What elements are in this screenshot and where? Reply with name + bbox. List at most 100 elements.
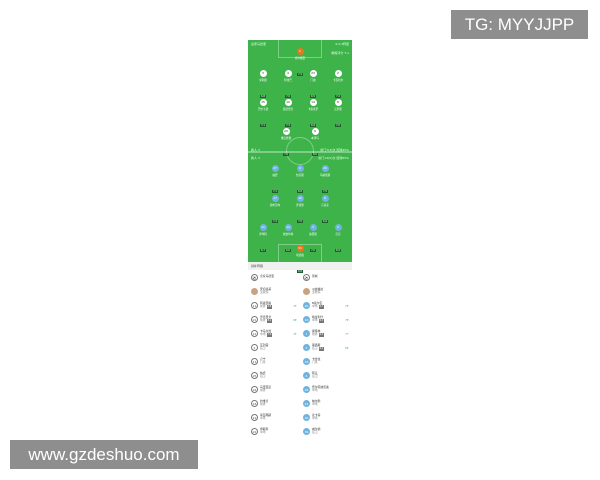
home-team-label: 皇家马德里	[251, 42, 267, 46]
away-team-row[interactable]: ⚽ 曼城	[303, 273, 318, 281]
player-rating: 6.5	[309, 95, 317, 98]
player-name: 卡马文加	[260, 328, 272, 333]
bench-player[interactable]: 18 约维奇 前锋	[248, 398, 300, 407]
sub-in-time: 75'	[293, 304, 297, 308]
player-position: 中场	[312, 388, 318, 392]
away-player[interactable]: 9 热苏斯 6.8	[290, 165, 310, 196]
home-player[interactable]: 9 本泽马 8.0	[305, 128, 325, 159]
jersey-icon: 1	[296, 48, 304, 55]
jersey-icon: 11	[259, 224, 267, 231]
player-rating: 6.4	[318, 333, 325, 337]
bench-player[interactable]: 21 帕尔默 中场	[300, 398, 352, 407]
away-player[interactable]: 16 罗德里 7.0	[290, 195, 310, 226]
player-name: 福登	[272, 174, 278, 177]
player-rating: 6.8	[259, 95, 267, 98]
home-player[interactable]: 20 维尼修斯 7.6	[276, 128, 296, 159]
jersey-icon: 14	[284, 224, 292, 231]
bench-player[interactable]: 7 斯特林 前锋 6.4 77'	[300, 329, 352, 337]
bench-player[interactable]: 24 马里亚诺 前锋	[248, 385, 300, 393]
player-name: 阿拉巴	[284, 79, 292, 82]
jersey-icon: 21	[251, 315, 258, 323]
player-name: 库尔图瓦	[294, 57, 306, 60]
player-position: 中场	[312, 402, 318, 406]
away-player[interactable]: 11 津琴科 6.7	[253, 224, 273, 255]
jersey-icon: 26	[321, 165, 329, 172]
jersey-icon: 20	[282, 128, 290, 135]
bench-player[interactable]: 10 格拉利什 中场 6.5 78'	[300, 315, 352, 323]
away-player[interactable]: 3 迪亚斯 7.0	[303, 224, 323, 255]
bench-player[interactable]: 25 费尔南迪尼奥 中场	[300, 385, 352, 393]
bench-player[interactable]: 11 阿森西奥 前锋 6.8 75'	[248, 300, 300, 309]
bench-player[interactable]: 39 威尔逊 后卫	[300, 426, 352, 435]
bench-player[interactable]: 5 瓦列霍 后卫	[248, 343, 300, 351]
bench-player[interactable]: 6 阿克 后卫	[300, 370, 352, 379]
player-rating: 6.2	[318, 347, 325, 351]
bench-player[interactable]: 25 纳乔 后卫	[248, 370, 300, 379]
home-stats: 射门7(3)次 控球45%	[320, 148, 349, 152]
player-position: 前锋	[260, 318, 266, 322]
jersey-icon: 7	[303, 329, 310, 337]
player-rating: 6.8	[296, 190, 304, 193]
bench-player[interactable]: 21 罗德里戈 前锋 8.2 68'	[248, 314, 300, 323]
player-rating: 6.8	[296, 270, 304, 273]
player-name: 帕尔默	[312, 398, 321, 403]
home-player[interactable]: 23 门迪 6.5	[303, 70, 323, 101]
player-name: 阿克	[312, 370, 318, 375]
player-name: 罗德里戈	[260, 314, 272, 319]
away-coach[interactable]: 瓜迪奥拉 主教练	[300, 287, 352, 295]
bench-player[interactable]: 19 塞瓦略斯 中场	[248, 412, 300, 421]
jersey-icon: 14	[309, 99, 317, 106]
away-player[interactable]: 14 拉波尔特 6.6	[278, 224, 298, 255]
home-player[interactable]: 15 巴尔韦德 7.1	[253, 99, 273, 130]
player-rating: 6.7	[318, 305, 325, 309]
player-name: 门迪	[310, 79, 316, 82]
away-player[interactable]: 2 沃克 6.9	[328, 224, 348, 255]
jersey-icon: 2	[334, 224, 342, 231]
watermark-top: TG: MYYJJPP	[451, 10, 588, 39]
jersey-icon: 19	[251, 413, 258, 421]
player-name: 阿森西奥	[260, 300, 272, 305]
home-player[interactable]: 2 卡瓦哈尔 7.2	[328, 70, 348, 101]
player-position: 门将	[312, 360, 318, 364]
player-rating: 7.4	[296, 73, 304, 76]
home-player[interactable]: 14 卡塞米罗 6.9	[303, 99, 323, 130]
away-player[interactable]: 17 德布劳内 7.4	[265, 195, 285, 226]
home-player[interactable]: 8 克罗斯 7.0	[328, 99, 348, 130]
home-player[interactable]: 1 库尔图瓦 7.4	[290, 48, 310, 79]
jersey-icon: 17	[271, 195, 279, 202]
bench-player[interactable]: 5 斯通斯 后卫 6.2 85'	[300, 343, 352, 351]
bench-player[interactable]: 33 卡雷拉 门将	[300, 357, 352, 365]
bench-player[interactable]: 30 麦卡蒂 中场	[300, 413, 352, 421]
player-position: 前锋	[260, 304, 266, 308]
player-rating: 6.6	[284, 249, 292, 252]
jersey-icon: 3	[309, 224, 317, 231]
home-player[interactable]: 4 阿拉巴 7.0	[278, 70, 298, 101]
jersey-icon: 3	[259, 70, 267, 77]
bench-player[interactable]: 20 B席尔瓦 中场 6.7 75'	[300, 301, 352, 309]
home-player[interactable]: 10 莫德里奇 7.3	[278, 99, 298, 130]
bench-player[interactable]: 12 卡马文加 中场 7.0 75'	[248, 328, 300, 337]
home-coach[interactable]: 安切洛蒂 主教练	[248, 287, 300, 295]
bench-player[interactable]: 13 卢宁 门将	[248, 357, 300, 365]
away-player[interactable]: 47 福登 7.1	[265, 165, 285, 196]
player-name: 马赫雷斯	[319, 174, 331, 177]
player-name: 卡瓦哈尔	[332, 79, 344, 82]
player-name: 威尔逊	[312, 426, 321, 431]
bench-player[interactable]: 22 伊斯科 中场	[248, 427, 300, 435]
away-player[interactable]: 26 马赫雷斯 7.5	[315, 165, 335, 196]
home-player[interactable]: 3 米利唐 6.8	[253, 70, 273, 101]
jersey-icon: 10	[284, 99, 292, 106]
player-name: 约维奇	[260, 398, 269, 403]
player-rating: 7.1	[271, 190, 279, 193]
player-name: 塞瓦略斯	[260, 412, 272, 417]
player-name: 纳乔	[260, 370, 266, 375]
jersey-icon: 9	[296, 165, 304, 172]
team-crest-icon: ⚽	[251, 273, 258, 281]
player-position: 前锋	[312, 332, 318, 336]
away-player[interactable]: 31 埃德森 6.8	[290, 245, 310, 276]
away-player[interactable]: 8 京多安 6.9	[315, 195, 335, 226]
home-team-row[interactable]: ⚽ 皇家马德里	[251, 273, 274, 281]
player-name: 京多安	[321, 204, 329, 207]
player-position: 前锋	[260, 388, 266, 392]
player-position: 中场	[312, 304, 318, 308]
